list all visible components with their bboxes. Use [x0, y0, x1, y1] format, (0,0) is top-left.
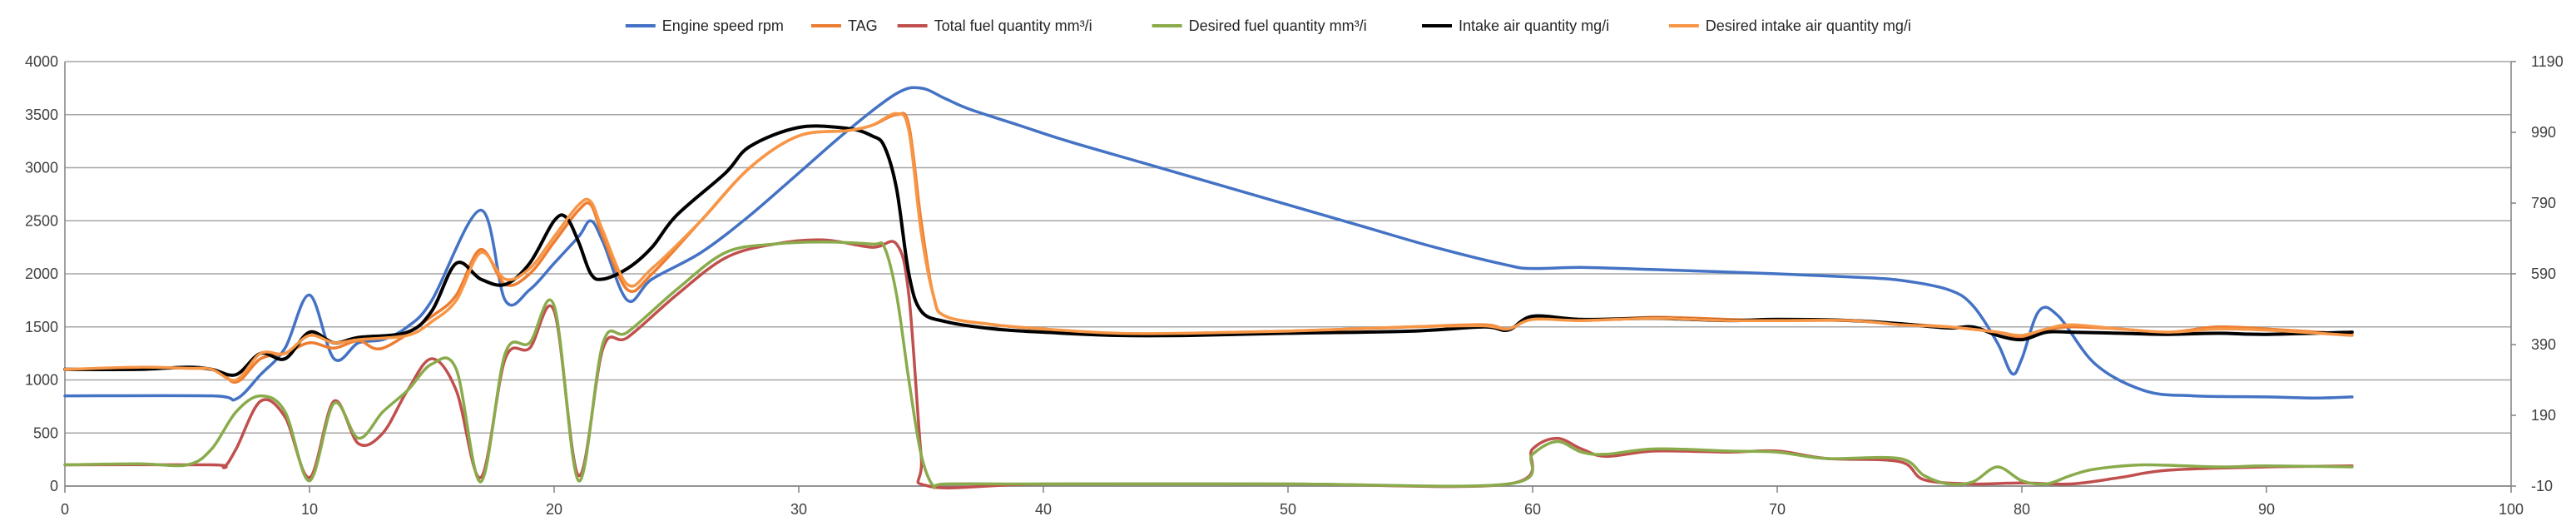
y2-tick-label: 790 — [2531, 195, 2556, 211]
y-tick-label: 1500 — [25, 319, 58, 335]
y2-tick-label: 190 — [2531, 407, 2556, 424]
x-tick-label: 40 — [1035, 501, 1052, 518]
x-tick-label: 90 — [2258, 501, 2275, 518]
legend: Engine speed rpm TAG Total fuel quantity m… — [625, 17, 1911, 34]
y-tick-label: 0 — [50, 478, 58, 494]
axes: 05001000150020002500300035004000-1019039… — [25, 53, 2564, 518]
legend-item: TAG — [811, 17, 878, 34]
x-tick-label: 30 — [790, 501, 807, 518]
y2-tick-label: 1190 — [2531, 53, 2564, 70]
legend-item: Total fuel quantity mm³/i — [897, 17, 1092, 34]
y-tick-label: 2000 — [25, 266, 58, 282]
legend-label: Desired fuel quantity mm³/i — [1189, 17, 1367, 34]
legend-label: TAG — [848, 17, 878, 34]
y2-tick-label: 990 — [2531, 124, 2556, 141]
legend-item: Desired fuel quantity mm³/i — [1152, 17, 1367, 34]
x-tick-label: 20 — [546, 501, 562, 518]
x-tick-label: 80 — [2014, 501, 2030, 518]
x-tick-label: 60 — [1524, 501, 1541, 518]
series-lines — [63, 86, 2354, 489]
legend-item: Intake air quantity mg/i — [1422, 17, 1609, 34]
legend-label: Engine speed rpm — [662, 17, 784, 34]
y-tick-label: 2500 — [25, 212, 58, 229]
y-tick-label: 1000 — [25, 372, 58, 389]
y2-tick-label: 590 — [2531, 266, 2556, 282]
legend-label: Desired intake air quantity mg/i — [1706, 17, 1911, 34]
series-line-4 — [63, 241, 2354, 489]
x-tick-label: 0 — [61, 501, 69, 518]
y-tick-label: 500 — [33, 424, 58, 441]
x-tick-label: 50 — [1280, 501, 1296, 518]
legend-label: Intake air quantity mg/i — [1459, 17, 1609, 34]
y2-tick-label: 390 — [2531, 336, 2556, 353]
legend-label: Total fuel quantity mm³/i — [934, 17, 1092, 34]
series-line-1 — [63, 86, 2354, 402]
x-tick-label: 70 — [1769, 501, 1786, 518]
y-tick-label: 4000 — [25, 53, 58, 70]
x-tick-label: 10 — [301, 501, 318, 518]
y-tick-label: 3500 — [25, 107, 58, 123]
y2-tick-label: -10 — [2531, 478, 2553, 494]
legend-item: Desired intake air quantity mg/i — [1668, 17, 1911, 34]
legend-item: Engine speed rpm — [625, 17, 784, 34]
y-tick-label: 3000 — [25, 160, 58, 176]
x-tick-label: 100 — [2499, 501, 2524, 518]
series-line-6 — [63, 112, 2354, 382]
